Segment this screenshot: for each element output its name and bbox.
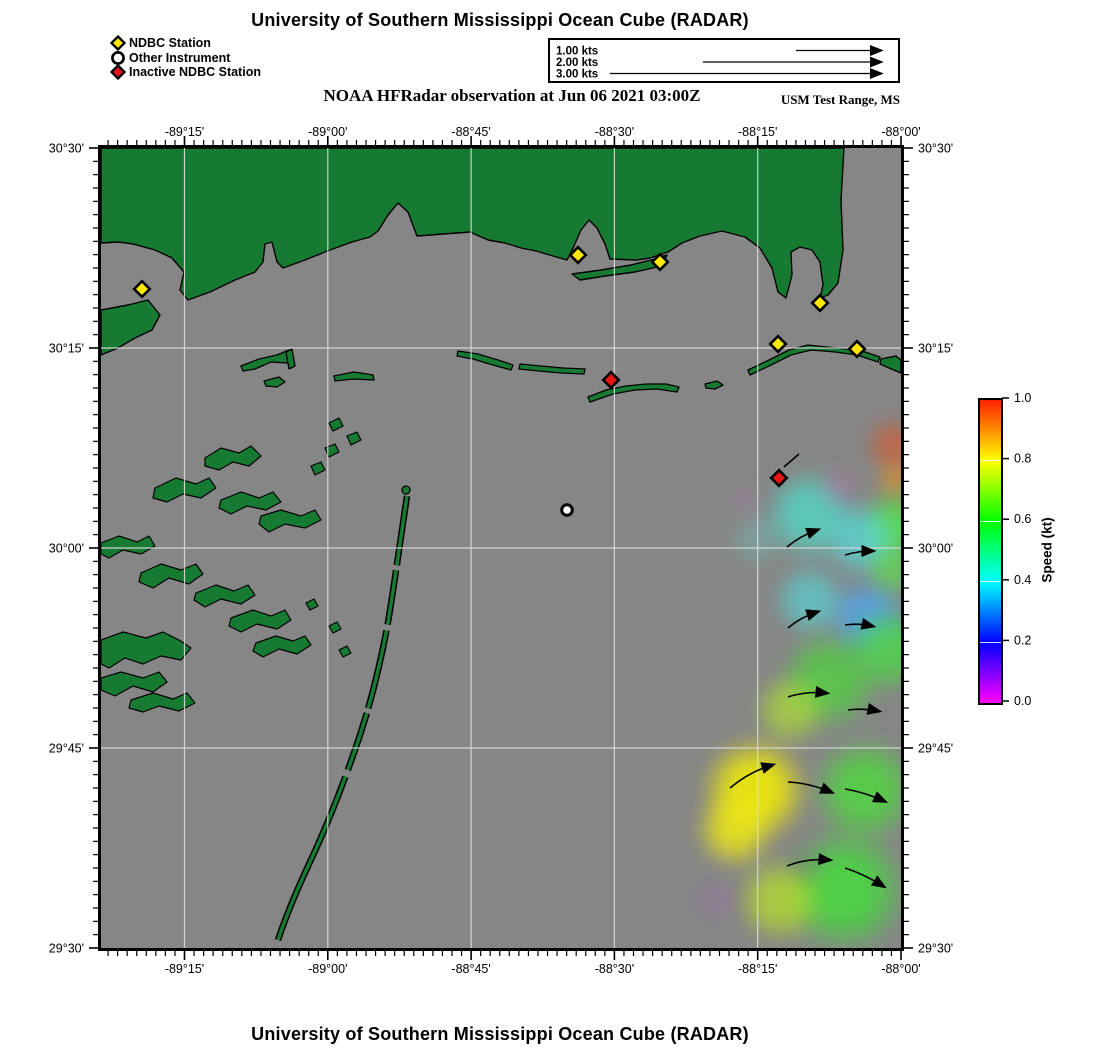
coastline-layer	[101, 148, 901, 942]
speed-blob	[818, 467, 858, 507]
colorbar-gridline	[980, 641, 1001, 644]
colorbar-tick-label: 0.8	[1014, 452, 1031, 466]
longitude-tick-label: -89°00'	[308, 962, 347, 976]
map-canvas	[98, 145, 904, 951]
other-instrument-marker	[560, 503, 574, 517]
map-water	[101, 148, 901, 948]
legend-item-ndbc-station: NDBC Station	[109, 35, 261, 52]
current-vector-arrow	[783, 453, 800, 468]
legend-label: Other Instrument	[129, 50, 231, 65]
current-vector-arrow	[787, 609, 822, 629]
inactive-ndbc-station-icon	[109, 64, 127, 81]
latitude-tick-label: 30°30'	[49, 142, 84, 156]
stations-layer	[132, 245, 867, 517]
colorbar-gridline	[980, 459, 1001, 462]
latitude-tick-label: 30°15'	[49, 342, 84, 356]
marsh-islands	[101, 417, 362, 713]
speed-blob	[772, 562, 848, 638]
observation-subtitle: NOAA HFRadar observation at Jun 06 2021 …	[323, 86, 701, 105]
scale-label: 2.00 kts	[556, 57, 598, 69]
current-vector-arrow	[844, 867, 887, 889]
longitude-tick-label: -88°45'	[451, 962, 490, 976]
inactive-ndbc-station-marker	[601, 370, 621, 390]
legend-label: NDBC Station	[129, 36, 211, 51]
ndbc-station-marker	[847, 339, 867, 359]
colorbar-tick-label: 0.4	[1014, 573, 1031, 587]
longitude-tick-label: -89°15'	[165, 962, 204, 976]
latitude-tick-label: 29°30'	[918, 942, 953, 956]
current-vector-arrow	[844, 545, 877, 558]
current-vectors-layer	[729, 453, 889, 889]
colorbar-tick-label: 0.2	[1014, 633, 1031, 647]
inactive-ndbc-station-marker	[769, 468, 789, 488]
longitude-tick-label: -88°45'	[451, 125, 490, 139]
ndbc-station-marker	[768, 334, 788, 354]
latitude-tick-label: 29°45'	[49, 742, 84, 756]
latitude-tick-label: 30°30'	[918, 142, 953, 156]
speed-blob	[730, 485, 760, 515]
graticule-layer	[101, 148, 901, 948]
longitude-tick-label: -88°30'	[595, 125, 634, 139]
speed-blob	[729, 512, 785, 568]
latitude-tick-label: 30°00'	[49, 542, 84, 556]
longitude-tick-label: -88°00'	[881, 962, 920, 976]
pearl-spit	[101, 299, 161, 356]
ndbc-station-marker	[650, 252, 670, 272]
current-vector-arrow	[787, 685, 831, 698]
scale-label: 3.00 kts	[556, 69, 598, 81]
current-vector-arrow	[844, 788, 889, 803]
other-instrument-icon	[111, 50, 125, 65]
speed-blob	[695, 790, 775, 870]
region-label: USM Test Range, MS	[780, 92, 900, 107]
longitude-tick-label: -89°00'	[308, 125, 347, 139]
current-vector-arrow	[787, 781, 836, 794]
scale-label: 1.00 kts	[556, 46, 598, 58]
latitude-tick-label: 29°45'	[918, 742, 953, 756]
longitude-tick-label: -88°30'	[595, 962, 634, 976]
current-vector-arrow	[847, 703, 883, 715]
station-legend: NDBC Station Other Instrument Inactive NDB…	[109, 35, 261, 81]
colorbar-tick-label: 0.0	[1014, 694, 1031, 708]
mainland-coast	[101, 148, 845, 301]
latitude-tick-label: 30°15'	[918, 342, 953, 356]
current-vector-arrow	[729, 762, 777, 789]
longitude-tick-label: -88°15'	[738, 125, 777, 139]
colorbar	[978, 398, 1003, 705]
ndbc-station-marker	[132, 279, 152, 299]
current-vector-arrow	[786, 853, 834, 867]
velocity-scale-box: 1.00 kts 2.00 kts 3.00 kts	[548, 38, 900, 83]
page-title-bottom: University of Southern Mississippi Ocean…	[251, 1024, 749, 1044]
current-vector-arrow	[844, 617, 877, 630]
longitude-tick-label: -88°00'	[881, 125, 920, 139]
chandeleur-arc	[274, 485, 411, 942]
colorbar-tick-label: 1.0	[1014, 391, 1031, 405]
latitude-tick-label: 30°00'	[918, 542, 953, 556]
latitude-tick-label: 29°30'	[49, 942, 84, 956]
legend-item-inactive-ndbc-station: Inactive NDBC Station	[109, 64, 261, 81]
colorbar-title: Speed (kt)	[1039, 517, 1055, 583]
ndbc-station-icon	[109, 35, 127, 52]
colorbar-gridline	[980, 520, 1001, 522]
legend-item-other-instrument: Other Instrument	[109, 51, 261, 66]
longitude-tick-label: -89°15'	[165, 125, 204, 139]
ndbc-station-marker	[810, 293, 830, 313]
longitude-tick-label: -88°15'	[738, 962, 777, 976]
page-title: University of Southern Mississippi Ocean…	[251, 10, 749, 30]
colorbar-gridline	[980, 581, 1001, 583]
current-vector-arrow	[786, 527, 822, 548]
legend-label: Inactive NDBC Station	[129, 65, 261, 80]
colorbar-tick-label: 0.6	[1014, 512, 1031, 526]
ndbc-station-marker	[568, 245, 588, 265]
speed-blob	[689, 874, 741, 926]
